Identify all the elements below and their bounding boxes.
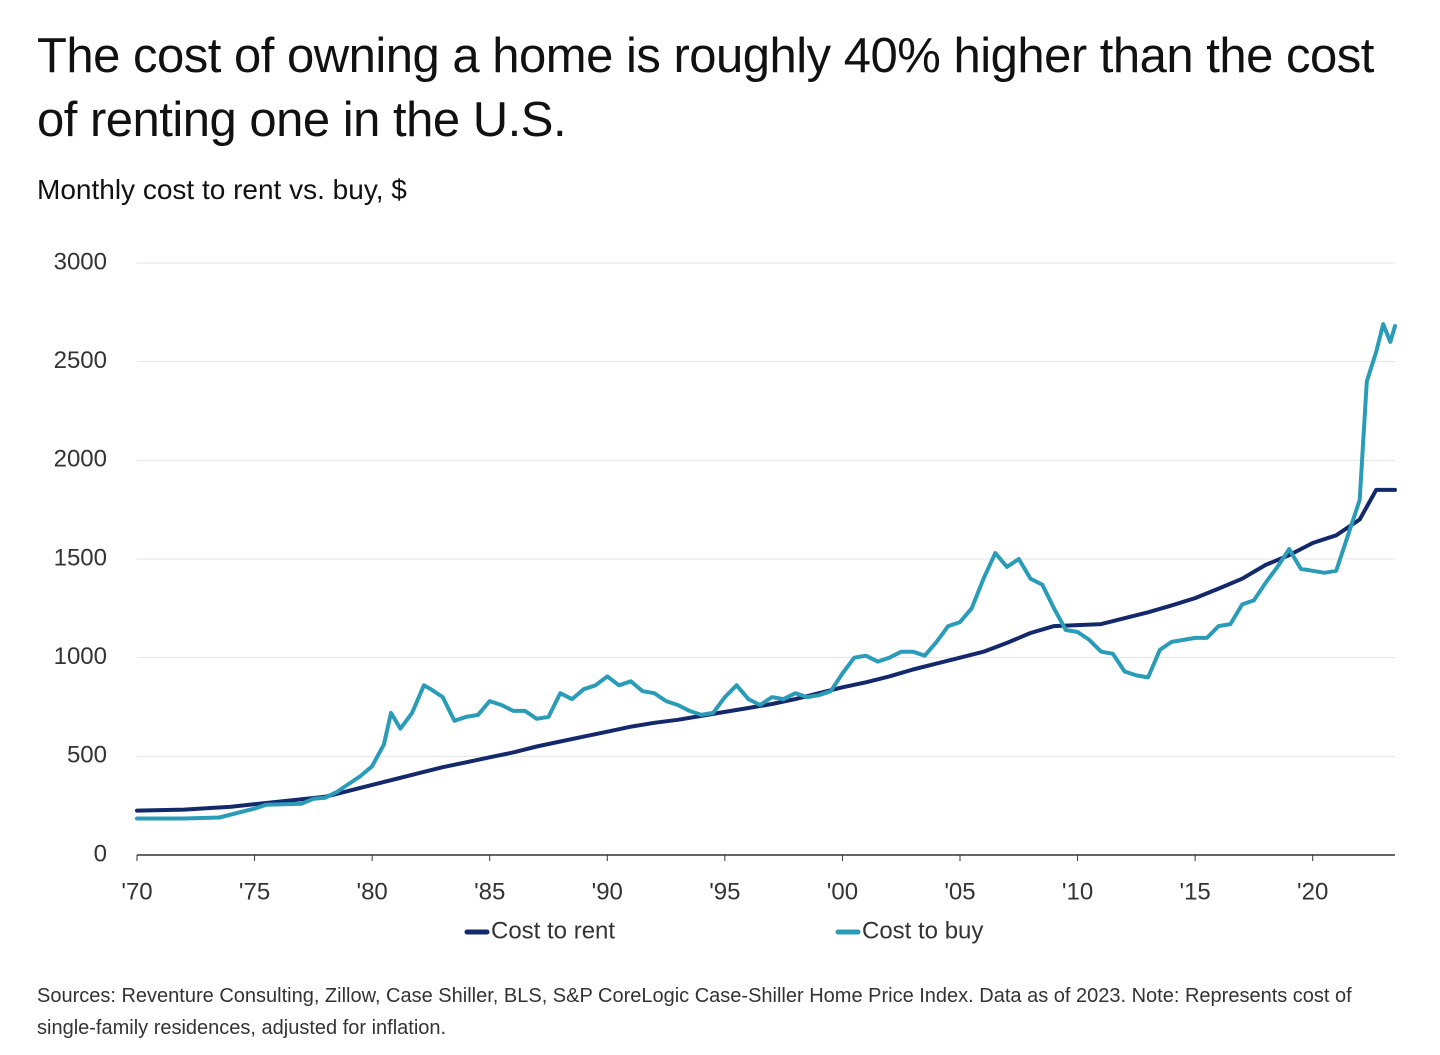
x-tick-label: '90 (592, 878, 623, 905)
chart-title: The cost of owning a home is roughly 40%… (37, 29, 1374, 147)
x-tick-label: '80 (356, 878, 387, 905)
y-tick-label: 3000 (54, 248, 107, 275)
y-tick-label: 2500 (54, 347, 107, 374)
y-tick-label: 2000 (54, 446, 107, 473)
x-tick-label: '20 (1297, 878, 1328, 905)
y-tick-label: 1500 (54, 544, 107, 571)
chart-subtitle: Monthly cost to rent vs. buy, $ (37, 174, 407, 205)
series-line (135, 487, 1397, 813)
y-tick-label: 0 (94, 840, 107, 867)
x-tick-label: '15 (1179, 878, 1210, 905)
x-tick-label: '00 (827, 878, 858, 905)
chart: 0 500 1000 1500 2000 2500 3000 '70 '75 '80 '85 '90 '… (54, 248, 1397, 944)
x-tick-label: '70 (121, 878, 152, 905)
y-tick-label: 500 (67, 742, 107, 769)
x-tick-label: '85 (474, 878, 505, 905)
y-tick-label: 1000 (54, 643, 107, 670)
x-tick-label: '95 (709, 878, 740, 905)
legend-label: Cost to rent (491, 917, 615, 944)
series-line (135, 322, 1397, 821)
legend-label: Cost to buy (862, 917, 983, 944)
x-tick-label: '05 (944, 878, 975, 905)
x-tick-label: '10 (1062, 878, 1093, 905)
source-note: Sources: Reventure Consulting, Zillow, C… (37, 985, 1352, 1039)
x-tick-label: '75 (239, 878, 270, 905)
